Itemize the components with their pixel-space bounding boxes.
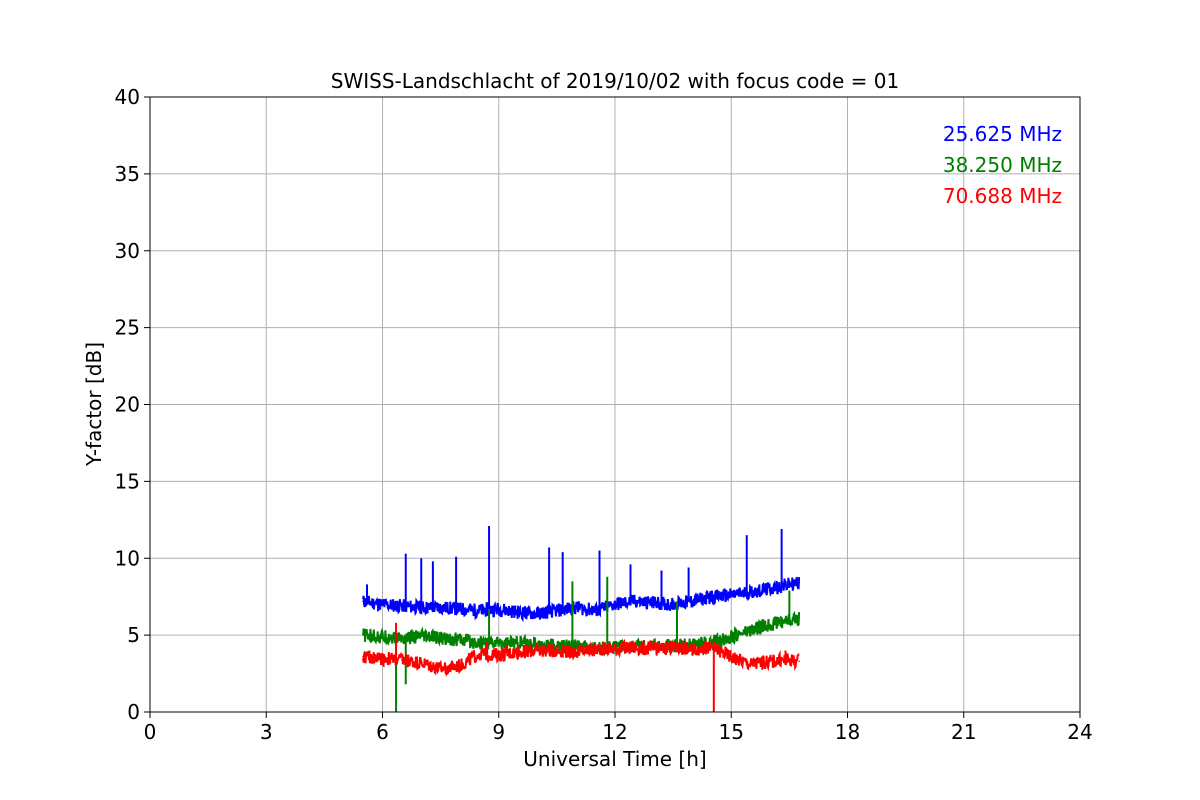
data-point [497, 654, 500, 656]
legend: 25.625 MHz 38.250 MHz 70.688 MHz [943, 122, 1062, 208]
axis-ticks: 0 3 6 9 12 15 18 21 24 0 5 10 15 20 25 30 35 40 [115, 85, 1093, 744]
series-group [362, 525, 801, 712]
y-tick-label: 40 [115, 85, 140, 109]
data-point [401, 658, 403, 661]
x-tick-label: 0 [144, 720, 157, 744]
x-tick-label: 9 [492, 720, 505, 744]
data-point [439, 668, 442, 670]
legend-entry: 38.250 MHz [943, 153, 1062, 177]
chart-title: SWISS-Landschlacht of 2019/10/02 with fo… [331, 69, 899, 93]
data-point [730, 635, 733, 638]
data-point [788, 658, 791, 661]
data-point [459, 608, 461, 610]
data-point [749, 591, 752, 593]
x-tick-label: 21 [951, 720, 976, 744]
data-point [362, 634, 364, 636]
data-point [478, 642, 481, 644]
data-point [769, 660, 771, 663]
x-axis-label: Universal Time [h] [523, 747, 706, 771]
series-line [362, 576, 801, 623]
data-point [594, 648, 597, 650]
x-tick-label: 3 [260, 720, 273, 744]
y-tick-label: 5 [127, 623, 140, 647]
data-point [478, 609, 481, 612]
data-point [362, 600, 364, 603]
x-tick-label: 18 [835, 720, 860, 744]
data-point [672, 603, 674, 606]
legend-entry: 70.688 MHz [943, 184, 1062, 208]
data-point [798, 582, 800, 584]
data-point [594, 609, 597, 612]
data-point [788, 618, 791, 621]
data-point [401, 637, 403, 639]
data-point [420, 662, 423, 664]
x-tick-label: 24 [1067, 720, 1092, 744]
data-point [459, 665, 461, 667]
data-point [633, 600, 636, 603]
data-point [497, 642, 500, 644]
data-point [517, 642, 519, 644]
y-tick-label: 30 [115, 239, 140, 263]
data-point [711, 646, 713, 649]
data-point [420, 606, 423, 609]
y-tick-label: 35 [115, 162, 140, 186]
data-point [575, 651, 578, 653]
data-point [362, 655, 364, 658]
data-point [575, 606, 578, 609]
data-point [672, 646, 674, 649]
x-tick-label: 6 [376, 720, 389, 744]
data-point [517, 611, 519, 613]
data-point [691, 600, 694, 603]
data-point [788, 583, 791, 586]
x-tick-label: 12 [602, 720, 627, 744]
data-point [730, 594, 733, 596]
data-point [614, 603, 616, 606]
data-point [691, 648, 694, 650]
data-point [633, 646, 636, 649]
y-tick-label: 15 [115, 469, 140, 493]
data-point [459, 638, 461, 641]
y-tick-label: 0 [127, 700, 140, 724]
data-point [575, 645, 578, 647]
data-point [536, 649, 539, 652]
data-point [556, 649, 558, 652]
data-point [381, 657, 384, 659]
data-point [439, 637, 442, 639]
data-point [798, 660, 800, 663]
data-point [749, 629, 752, 632]
y-axis-label: Y-factor [dB] [82, 342, 106, 467]
data-point [711, 642, 713, 644]
series-70-688-MHz [362, 622, 800, 712]
data-point [556, 609, 558, 612]
data-point [614, 648, 616, 650]
x-tick-label: 15 [719, 720, 744, 744]
data-point [652, 602, 655, 604]
data-point [381, 635, 384, 638]
data-point [749, 663, 752, 666]
data-point [497, 608, 500, 610]
data-point [381, 603, 384, 606]
legend-entry: 25.625 MHz [943, 122, 1062, 146]
data-point [420, 635, 423, 638]
data-point [517, 651, 519, 653]
y-tick-label: 25 [115, 316, 140, 340]
series-25-625-MHz [362, 525, 801, 623]
data-point [652, 648, 655, 650]
data-point [439, 606, 442, 609]
y-tick-label: 20 [115, 393, 140, 417]
data-point [769, 588, 771, 590]
data-point [401, 605, 403, 607]
data-point [478, 652, 481, 655]
data-point [730, 655, 733, 658]
data-point [769, 623, 771, 626]
data-point [711, 595, 713, 598]
data-point [798, 617, 800, 620]
series-line [362, 638, 800, 677]
data-point [536, 612, 539, 615]
y-tick-label: 10 [115, 546, 140, 570]
